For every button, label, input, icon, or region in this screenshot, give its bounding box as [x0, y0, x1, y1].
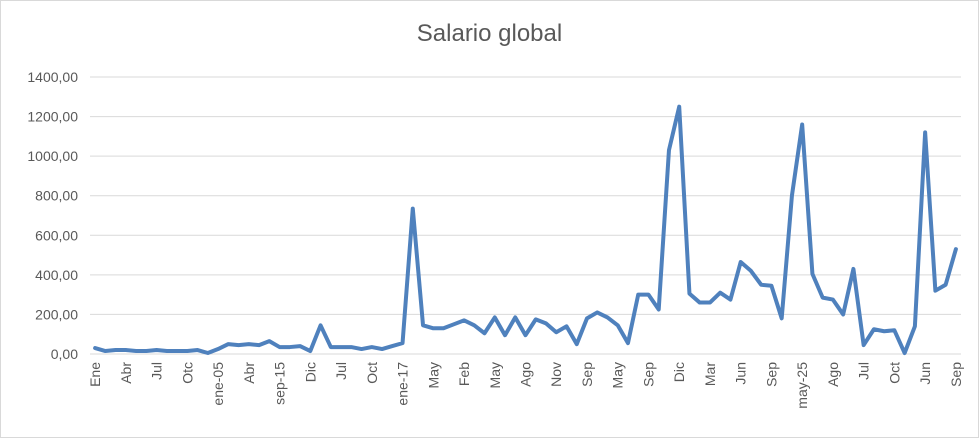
y-axis-tick-labels: 0,00 200,00 400,00 600,00 800,00 1000,00 1200,… — [27, 69, 78, 362]
x-tick-label: Nov — [548, 362, 564, 387]
x-tick-label: Jul — [333, 362, 349, 380]
y-tick-label: 1400,00 — [27, 69, 78, 85]
x-tick-label: Ago — [825, 362, 841, 387]
x-tick-label: Sep — [948, 362, 964, 387]
x-tick-label: Feb — [456, 362, 472, 386]
x-tick-label: Mar — [702, 362, 718, 386]
chart-title: Salario global — [416, 20, 563, 47]
x-tick-label: May — [487, 362, 503, 388]
y-tick-label: 1200,00 — [27, 109, 78, 125]
x-tick-label: Jul — [149, 362, 165, 380]
x-tick-label: Oct — [886, 362, 902, 384]
x-tick-label: Jun — [917, 362, 933, 385]
x-tick-label: Oct — [364, 362, 380, 384]
x-tick-label: Sep — [579, 362, 595, 387]
y-tick-label: 600,00 — [35, 227, 78, 243]
x-tick-label: Abr — [241, 362, 257, 384]
x-tick-label: ene-17 — [395, 362, 411, 406]
y-tick-label: 200,00 — [35, 306, 78, 322]
x-tick-label: Otc — [179, 362, 195, 384]
x-tick-label: may-25 — [794, 362, 810, 409]
x-tick-label: May — [610, 362, 626, 388]
x-tick-label: Jul — [856, 362, 872, 380]
x-tick-label: sep-15 — [272, 362, 288, 405]
x-tick-label: Ago — [518, 362, 534, 387]
x-tick-label: Sep — [640, 362, 656, 387]
x-tick-label: ene-05 — [210, 362, 226, 406]
y-tick-label: 0,00 — [51, 346, 78, 362]
x-tick-label: Jun — [733, 362, 749, 385]
y-tick-label: 1000,00 — [27, 148, 78, 164]
y-tick-label: 400,00 — [35, 267, 78, 283]
x-tick-label: Ene — [87, 362, 103, 387]
y-tick-label: 800,00 — [35, 188, 78, 204]
x-axis-tick-labels: Ene Abr Jul Otc ene-05 Abr sep-15 Dic Jul Oct ene-… — [87, 362, 964, 409]
x-tick-label: Abr — [118, 362, 134, 384]
x-tick-label: Sep — [763, 362, 779, 387]
gridlines — [90, 76, 961, 315]
x-tick-label: Dic — [302, 362, 318, 382]
series-line — [93, 104, 958, 356]
x-tick-label: May — [425, 362, 441, 388]
x-tick-label: Dic — [671, 362, 687, 382]
